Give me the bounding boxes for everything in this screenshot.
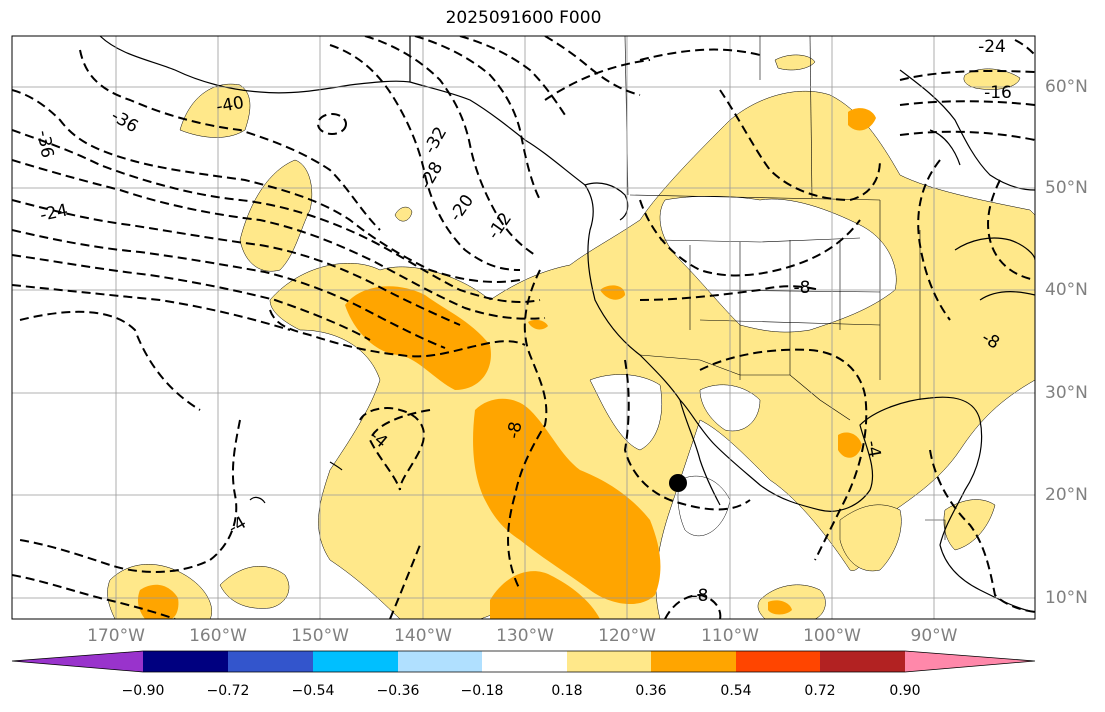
- longitude-label: 130°W: [496, 626, 554, 646]
- colorbar-bin: [651, 651, 736, 672]
- contour-label: -8: [692, 586, 709, 606]
- contour-label: -16: [984, 83, 1012, 103]
- longitude-label: 100°W: [803, 626, 861, 646]
- latitude-label: 50°N: [1045, 178, 1088, 198]
- contour-label: -4: [862, 439, 885, 459]
- colorbar-bin: [820, 651, 905, 672]
- colorbar-extend-high: [905, 651, 1035, 672]
- height-contours: [12, 36, 1035, 619]
- longitude-label: 150°W: [291, 626, 349, 646]
- colorbar-tick-label: 0.90: [889, 683, 921, 699]
- latitude-label: 30°N: [1045, 383, 1088, 403]
- map-frame: [11, 35, 1036, 620]
- latitude-label: 40°N: [1045, 280, 1088, 300]
- contour-label: -36: [33, 129, 58, 160]
- colorbar-tick-label: −0.18: [460, 683, 504, 699]
- contour-label: -24: [978, 37, 1006, 57]
- longitude-label: 120°W: [598, 626, 656, 646]
- location-marker: [669, 474, 687, 492]
- colorbar-tick-label: −0.54: [291, 683, 335, 699]
- colorbar-tick-label: 0.72: [804, 683, 836, 699]
- coastlines: [99, 36, 1035, 613]
- longitude-label: 90°W: [910, 626, 958, 646]
- colorbar-bin: [143, 651, 228, 672]
- colorbar-extend-low: [12, 651, 143, 672]
- colorbar: [11, 650, 1036, 673]
- colorbar-bin: [482, 651, 567, 672]
- colorbar-tick-label: 0.54: [720, 683, 752, 699]
- longitude-label: 110°W: [701, 626, 759, 646]
- colorbar-tick-label: −0.90: [121, 683, 165, 699]
- longitude-label: 160°W: [189, 626, 247, 646]
- latitude-label: 20°N: [1045, 485, 1088, 505]
- map-title: 2025091600 F000: [445, 8, 602, 28]
- colorbar-bin: [736, 651, 820, 672]
- colorbar-bin: [398, 651, 482, 672]
- contour-label: -8: [504, 420, 527, 440]
- colorbar-bin: [313, 651, 398, 672]
- longitude-label: 140°W: [394, 626, 452, 646]
- contour-label: -40: [215, 93, 246, 118]
- contour-label: -8: [794, 278, 811, 298]
- colorbar-tick-label: 0.36: [635, 683, 667, 699]
- colorbar-tick-label: −0.72: [206, 683, 250, 699]
- colorbar-bin: [567, 651, 651, 672]
- latitude-label: 60°N: [1045, 77, 1088, 97]
- shaded-regions-mid: [137, 108, 876, 619]
- colorbar-bin: [228, 651, 313, 672]
- latitude-label: 10°N: [1045, 588, 1088, 608]
- colorbar-tick-label: −0.36: [376, 683, 420, 699]
- colorbar-outline: [11, 650, 1036, 673]
- longitude-label: 170°W: [87, 626, 145, 646]
- colorbar-tick-label: 0.18: [551, 683, 583, 699]
